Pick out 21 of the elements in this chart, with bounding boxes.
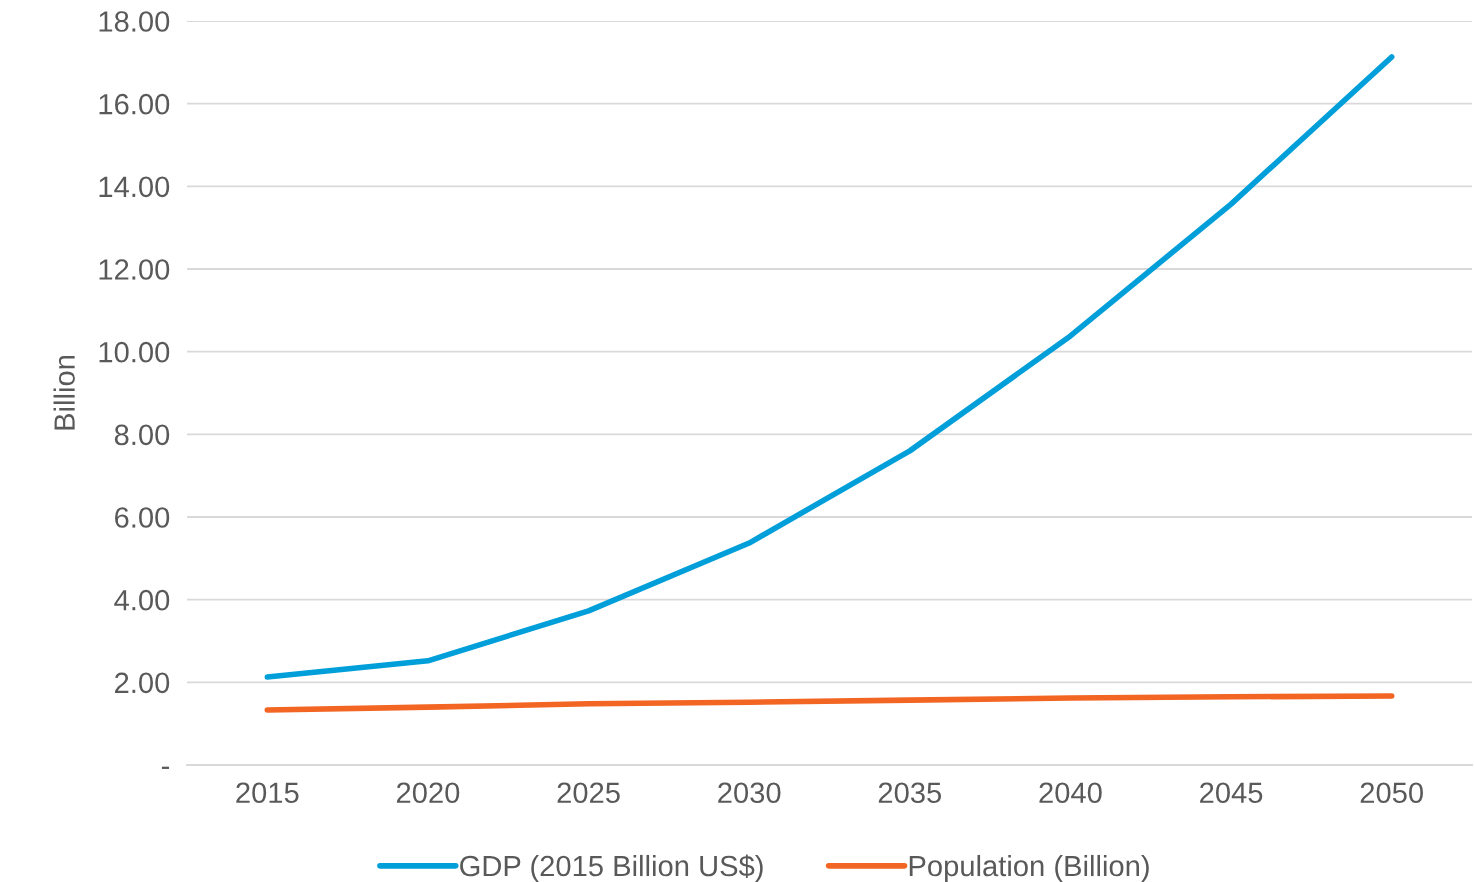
x-tick-label: 2035 bbox=[878, 782, 942, 804]
x-tick-label: 2020 bbox=[396, 782, 460, 804]
legend-label: Population (Billion) bbox=[909, 854, 1149, 882]
legend-label: GDP (2015 Billion US$) bbox=[460, 854, 763, 882]
y-axis-title: Billion bbox=[53, 355, 75, 430]
y-tick-label: 12.00 bbox=[99, 259, 170, 280]
x-tick-label: 2050 bbox=[1360, 782, 1423, 804]
y-tick-label: - bbox=[161, 766, 170, 769]
y-tick-label: 2.00 bbox=[115, 672, 170, 694]
y-tick-label: 4.00 bbox=[114, 589, 170, 611]
y-tick-label: 18.00 bbox=[99, 11, 170, 32]
y-tick-label: 8.00 bbox=[114, 424, 170, 446]
x-tick-label: 2045 bbox=[1200, 782, 1263, 804]
y-tick-label: 10.00 bbox=[99, 341, 170, 363]
x-tick-label: 2015 bbox=[236, 782, 299, 804]
y-tick-label: 14.00 bbox=[99, 176, 170, 198]
y-tick-label: 6.00 bbox=[115, 507, 170, 528]
y-tick-label: 16.00 bbox=[99, 93, 170, 115]
x-tick-label: 2040 bbox=[1039, 782, 1102, 804]
x-tick-label: 2030 bbox=[718, 782, 781, 804]
x-tick-label: 2025 bbox=[557, 782, 620, 804]
